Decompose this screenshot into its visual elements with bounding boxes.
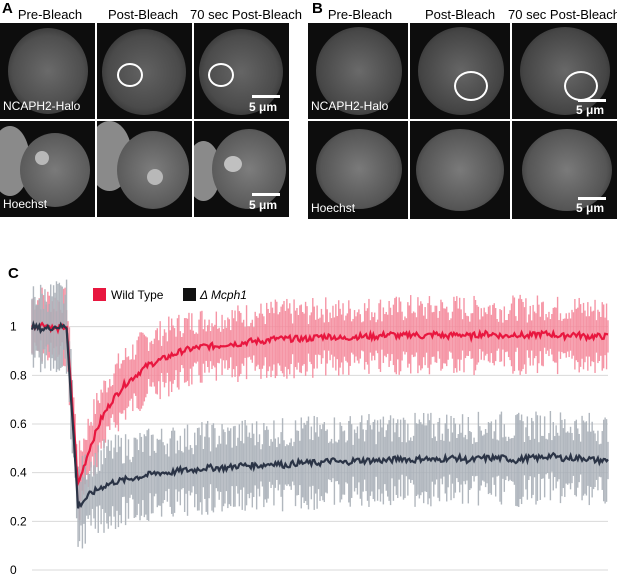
- panel-a-hoechst-postbleach-image: [97, 121, 192, 217]
- panel-b-col-postbleach: Post-Bleach: [424, 7, 496, 22]
- bleach-roi-circle: [564, 71, 598, 101]
- bleach-roi-circle: [454, 71, 488, 101]
- scale-bar: [252, 193, 280, 196]
- y-tick-label: 0.4: [10, 466, 27, 480]
- error-bands: [31, 279, 609, 549]
- legend-label-mcph1: Δ Mcph1: [199, 288, 247, 302]
- y-tick-label: 0.2: [10, 514, 27, 528]
- bleach-roi-circle: [117, 63, 143, 87]
- panel-c-letter: C: [8, 265, 19, 282]
- panel-b-hoechst-prebleach-image: Hoechst: [308, 121, 408, 219]
- series-line-0: [31, 321, 609, 488]
- scale-bar: [578, 197, 606, 200]
- panel-b-halo-postbleach-image: [410, 23, 510, 119]
- series-line-1: [30, 320, 609, 509]
- y-axis-ticks: 0 0.2 0.4 0.6 0.8 1: [10, 320, 27, 574]
- panel-a-halo-prebleach-image: NCAPH2-Halo: [0, 23, 95, 119]
- y-tick-label: 1: [10, 320, 17, 334]
- error-band-1: [31, 279, 609, 549]
- panel-a-col-postbleach: Post-Bleach: [107, 7, 179, 22]
- panel-b-col-prebleach: Pre-Bleach: [327, 7, 393, 22]
- legend-swatch-wild-type: [93, 288, 106, 301]
- y-tick-label: 0.8: [10, 368, 27, 382]
- panel-a-row-label-hoechst: Hoechst: [3, 197, 48, 211]
- scale-bar-label: 5 μm: [576, 103, 605, 117]
- series-lines: [30, 320, 609, 509]
- bleach-roi-circle: [208, 63, 234, 87]
- panel-b-letter: B: [312, 0, 323, 17]
- chart-legend: Wild Type Δ Mcph1: [93, 288, 247, 302]
- scale-bar-label: 5 μm: [249, 198, 278, 212]
- panel-a-letter: A: [2, 0, 13, 17]
- panel-a-row-label-halo: NCAPH2-Halo: [3, 99, 81, 113]
- panel-b-row-label-hoechst: Hoechst: [311, 201, 356, 215]
- scale-bar-label: 5 μm: [576, 201, 605, 215]
- panel-b-col-70sec: 70 sec Post-Bleach: [508, 7, 617, 22]
- frap-recovery-chart: 0 0.2 0.4 0.6 0.8 1 Wild Type Δ Mcph1: [10, 279, 609, 574]
- legend-label-wild-type: Wild Type: [111, 288, 164, 302]
- panel-b-halo-prebleach-image: NCAPH2-Halo: [308, 23, 408, 119]
- panel-a-halo-70sec-image: 5 μm: [194, 23, 289, 119]
- legend-swatch-mcph1: [183, 288, 196, 301]
- panel-b-halo-70sec-image: 5 μm: [512, 23, 617, 119]
- panel-a-hoechst-prebleach-image: Hoechst: [0, 121, 95, 217]
- scale-bar-label: 5 μm: [249, 100, 278, 114]
- y-tick-label: 0.6: [10, 417, 27, 431]
- scale-bar: [578, 99, 606, 102]
- panel-b-hoechst-70sec-image: 5 μm: [512, 121, 617, 219]
- panel-a-col-prebleach: Pre-Bleach: [17, 7, 83, 22]
- scale-bar: [252, 95, 280, 98]
- y-tick-label: 0: [10, 563, 17, 574]
- panel-a-halo-postbleach-image: [97, 23, 192, 119]
- panel-b-row-label-halo: NCAPH2-Halo: [311, 99, 389, 113]
- panel-b-hoechst-postbleach-image: [410, 121, 510, 219]
- panel-a-col-70sec: 70 sec Post-Bleach: [190, 7, 303, 22]
- panel-a-hoechst-70sec-image: 5 μm: [194, 121, 289, 217]
